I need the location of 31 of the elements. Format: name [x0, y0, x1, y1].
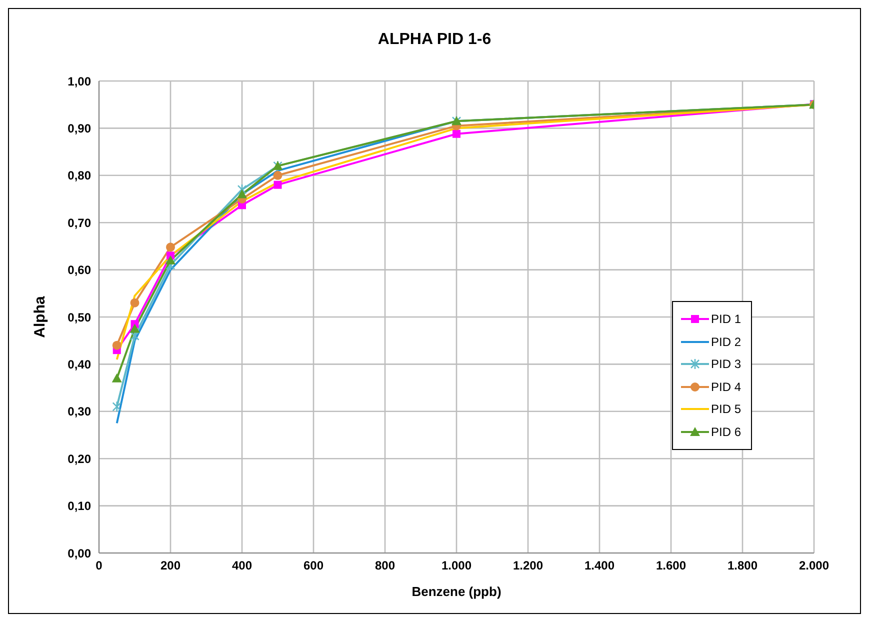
y-tick-label: 0,90 [68, 121, 92, 136]
x-tick-label: 1.400 [584, 558, 615, 573]
legend-label: PID 6 [711, 424, 742, 439]
x-tick-label: 200 [160, 558, 181, 573]
x-tick-label: 2.000 [798, 558, 830, 573]
legend-label: PID 2 [711, 334, 742, 349]
x-tick-label: 1.800 [727, 558, 758, 573]
y-axis-title: Alpha [31, 296, 48, 338]
y-tick-label: 0,30 [68, 404, 92, 419]
x-tick-label: 600 [303, 558, 324, 573]
legend-label: PID 3 [711, 357, 742, 372]
x-tick-label: 1.200 [512, 558, 544, 573]
legend-label: PID 5 [711, 402, 742, 416]
legend-label: PID 4 [711, 380, 742, 394]
x-axis-title: Benzene (ppb) [412, 584, 502, 599]
x-tick-label: 400 [232, 558, 252, 573]
y-tick-label: 0,10 [68, 499, 92, 514]
y-tick-label: 1,00 [68, 74, 92, 88]
y-tick-label: 0,40 [68, 357, 92, 372]
y-tick-label: 0,60 [68, 263, 92, 278]
chart-title: ALPHA PID 1-6 [376, 31, 492, 49]
x-tick-label: 1.000 [441, 558, 472, 573]
y-tick-label: 0,80 [68, 168, 92, 183]
y-tick-label: 0,00 [68, 546, 92, 560]
y-tick-label: 0,20 [68, 452, 92, 466]
x-tick-label: 0 [96, 558, 103, 573]
y-tick-label: 0,50 [68, 310, 92, 324]
x-tick-label: 800 [374, 558, 396, 573]
x-tick-label: 1.600 [656, 558, 686, 573]
legend-label: PID 1 [711, 312, 742, 326]
y-tick-label: 0,70 [68, 216, 92, 230]
